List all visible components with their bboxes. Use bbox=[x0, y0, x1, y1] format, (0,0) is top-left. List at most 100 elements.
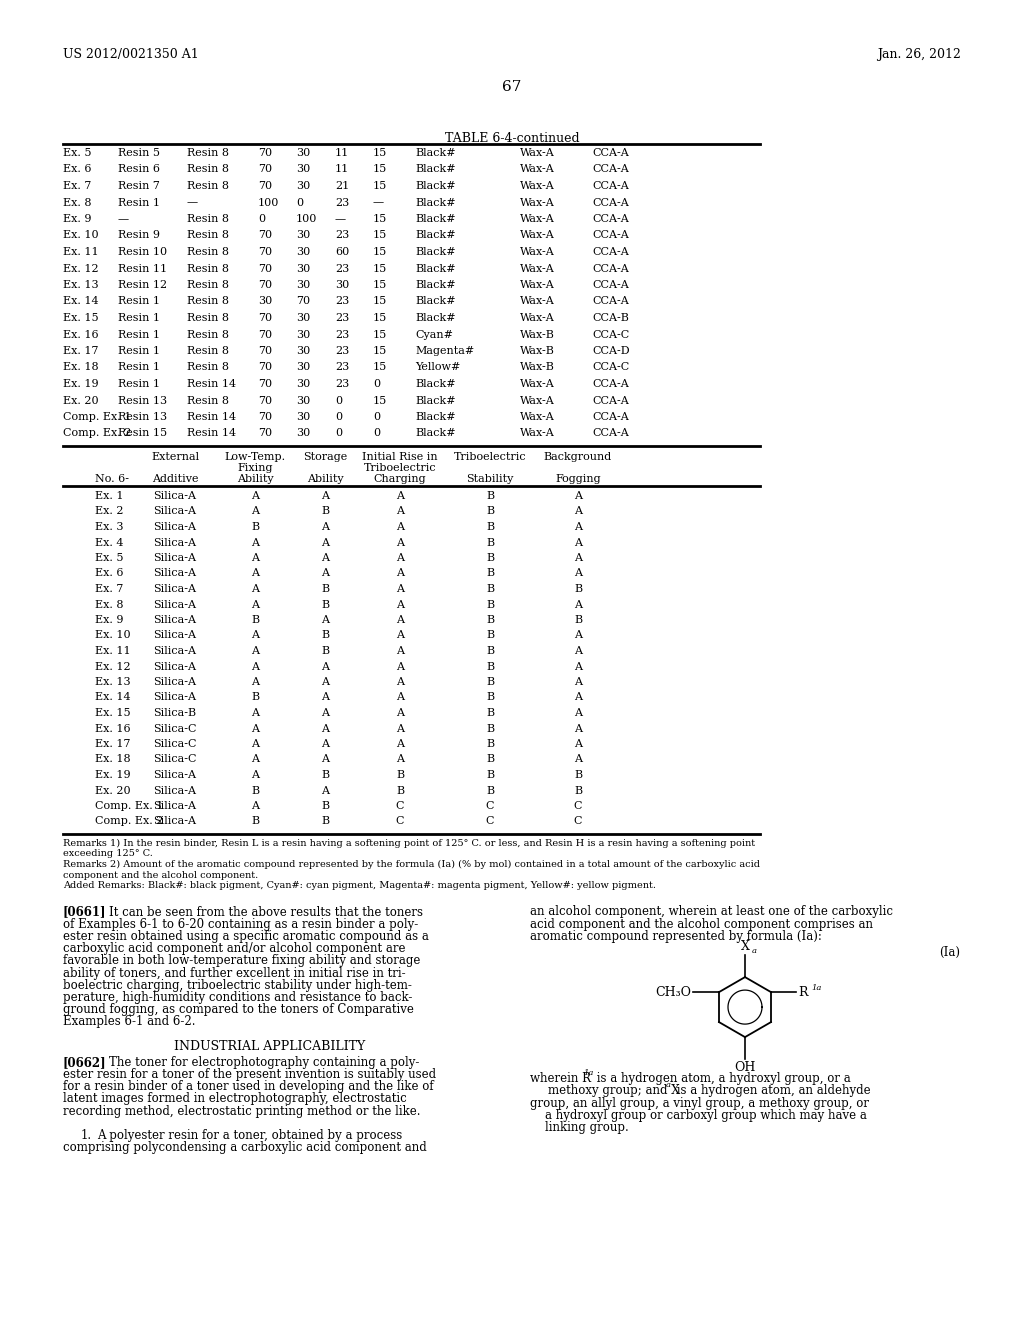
Text: 70: 70 bbox=[258, 363, 272, 372]
Text: 21: 21 bbox=[335, 181, 349, 191]
Text: Wax-A: Wax-A bbox=[520, 313, 555, 323]
Text: Silica-A: Silica-A bbox=[154, 785, 197, 796]
Text: 23: 23 bbox=[335, 330, 349, 339]
Text: Ex. 17: Ex. 17 bbox=[95, 739, 130, 748]
Text: Low-Temp.: Low-Temp. bbox=[224, 451, 286, 462]
Text: B: B bbox=[396, 785, 404, 796]
Text: —: — bbox=[373, 198, 384, 207]
Text: CCA-A: CCA-A bbox=[592, 379, 629, 389]
Text: C: C bbox=[573, 801, 583, 810]
Text: Resin 1: Resin 1 bbox=[118, 346, 160, 356]
Text: B: B bbox=[486, 661, 494, 672]
Text: Silica-A: Silica-A bbox=[154, 507, 197, 516]
Text: C: C bbox=[573, 817, 583, 826]
Text: Fixing: Fixing bbox=[238, 463, 272, 473]
Text: Resin 8: Resin 8 bbox=[187, 231, 229, 240]
Text: CCA-A: CCA-A bbox=[592, 264, 629, 273]
Text: Ex. 14: Ex. 14 bbox=[95, 693, 131, 702]
Text: [0661]: [0661] bbox=[63, 906, 106, 919]
Text: CCA-B: CCA-B bbox=[592, 313, 629, 323]
Text: A polyester resin for a toner, obtained by a process: A polyester resin for a toner, obtained … bbox=[97, 1129, 402, 1142]
Text: Resin 8: Resin 8 bbox=[187, 181, 229, 191]
Text: Ex. 15: Ex. 15 bbox=[63, 313, 98, 323]
Text: Ex. 16: Ex. 16 bbox=[63, 330, 98, 339]
Text: 30: 30 bbox=[335, 280, 349, 290]
Text: Resin 13: Resin 13 bbox=[118, 396, 167, 405]
Text: Silica-A: Silica-A bbox=[154, 645, 197, 656]
Text: Black#: Black# bbox=[415, 313, 456, 323]
Text: The toner for electrophotography containing a poly-: The toner for electrophotography contain… bbox=[109, 1056, 420, 1069]
Text: 15: 15 bbox=[373, 231, 387, 240]
Text: Resin 8: Resin 8 bbox=[187, 165, 229, 174]
Text: CCA-D: CCA-D bbox=[592, 346, 630, 356]
Text: CCA-A: CCA-A bbox=[592, 280, 629, 290]
Text: A: A bbox=[396, 599, 404, 610]
Text: CCA-A: CCA-A bbox=[592, 181, 629, 191]
Text: is a hydrogen atom, an aldehyde: is a hydrogen atom, an aldehyde bbox=[673, 1084, 870, 1097]
Text: A: A bbox=[251, 537, 259, 548]
Text: Ex. 6: Ex. 6 bbox=[95, 569, 124, 578]
Text: A: A bbox=[251, 770, 259, 780]
Text: 30: 30 bbox=[296, 330, 310, 339]
Text: CCA-A: CCA-A bbox=[592, 412, 629, 422]
Text: Silica-A: Silica-A bbox=[154, 801, 197, 810]
Text: A: A bbox=[321, 739, 329, 748]
Text: 70: 70 bbox=[258, 181, 272, 191]
Text: Ex. 11: Ex. 11 bbox=[95, 645, 131, 656]
Text: B: B bbox=[486, 569, 494, 578]
Text: 70: 70 bbox=[296, 297, 310, 306]
Text: Resin 11: Resin 11 bbox=[118, 264, 167, 273]
Text: A: A bbox=[574, 677, 582, 686]
Text: B: B bbox=[486, 491, 494, 502]
Text: Ex. 9: Ex. 9 bbox=[63, 214, 91, 224]
Text: 23: 23 bbox=[335, 346, 349, 356]
Text: 23: 23 bbox=[335, 297, 349, 306]
Text: (Ia): (Ia) bbox=[939, 946, 961, 960]
Text: 0: 0 bbox=[335, 429, 342, 438]
Text: Ex. 14: Ex. 14 bbox=[63, 297, 98, 306]
Text: Silica-A: Silica-A bbox=[154, 521, 197, 532]
Text: —: — bbox=[118, 214, 129, 224]
Text: 0: 0 bbox=[335, 396, 342, 405]
Text: perature, high-humidity conditions and resistance to back-: perature, high-humidity conditions and r… bbox=[63, 991, 413, 1005]
Text: A: A bbox=[574, 631, 582, 640]
Text: 15: 15 bbox=[373, 264, 387, 273]
Text: Storage: Storage bbox=[303, 451, 347, 462]
Text: 15: 15 bbox=[373, 297, 387, 306]
Text: A: A bbox=[321, 615, 329, 624]
Text: 23: 23 bbox=[335, 313, 349, 323]
Text: A: A bbox=[251, 801, 259, 810]
Text: A: A bbox=[251, 553, 259, 564]
Text: 11: 11 bbox=[335, 165, 349, 174]
Text: Fogging: Fogging bbox=[555, 474, 601, 484]
Text: Resin 7: Resin 7 bbox=[118, 181, 160, 191]
Text: B: B bbox=[486, 770, 494, 780]
Text: 23: 23 bbox=[335, 363, 349, 372]
Text: Resin 1: Resin 1 bbox=[118, 379, 160, 389]
Text: A: A bbox=[251, 739, 259, 748]
Text: 30: 30 bbox=[258, 297, 272, 306]
Text: Resin 8: Resin 8 bbox=[187, 214, 229, 224]
Text: Wax-A: Wax-A bbox=[520, 181, 555, 191]
Text: Resin 8: Resin 8 bbox=[187, 313, 229, 323]
Text: A: A bbox=[251, 583, 259, 594]
Text: B: B bbox=[486, 553, 494, 564]
Text: Resin 10: Resin 10 bbox=[118, 247, 167, 257]
Text: of Examples 6-1 to 6-20 containing as a resin binder a poly-: of Examples 6-1 to 6-20 containing as a … bbox=[63, 917, 418, 931]
Text: Wax-A: Wax-A bbox=[520, 412, 555, 422]
Text: A: A bbox=[574, 708, 582, 718]
Text: OH: OH bbox=[734, 1061, 756, 1074]
Text: 30: 30 bbox=[296, 181, 310, 191]
Text: Ex. 4: Ex. 4 bbox=[95, 537, 124, 548]
Text: a: a bbox=[752, 948, 757, 956]
Text: Wax-A: Wax-A bbox=[520, 396, 555, 405]
Text: linking group.: linking group. bbox=[530, 1121, 629, 1134]
Text: A: A bbox=[251, 677, 259, 686]
Text: Ex. 19: Ex. 19 bbox=[95, 770, 131, 780]
Text: 70: 70 bbox=[258, 379, 272, 389]
Text: Wax-A: Wax-A bbox=[520, 280, 555, 290]
Text: B: B bbox=[486, 693, 494, 702]
Text: component and the alcohol component.: component and the alcohol component. bbox=[63, 870, 258, 879]
Text: B: B bbox=[573, 583, 582, 594]
Text: Ex. 1: Ex. 1 bbox=[95, 491, 124, 502]
